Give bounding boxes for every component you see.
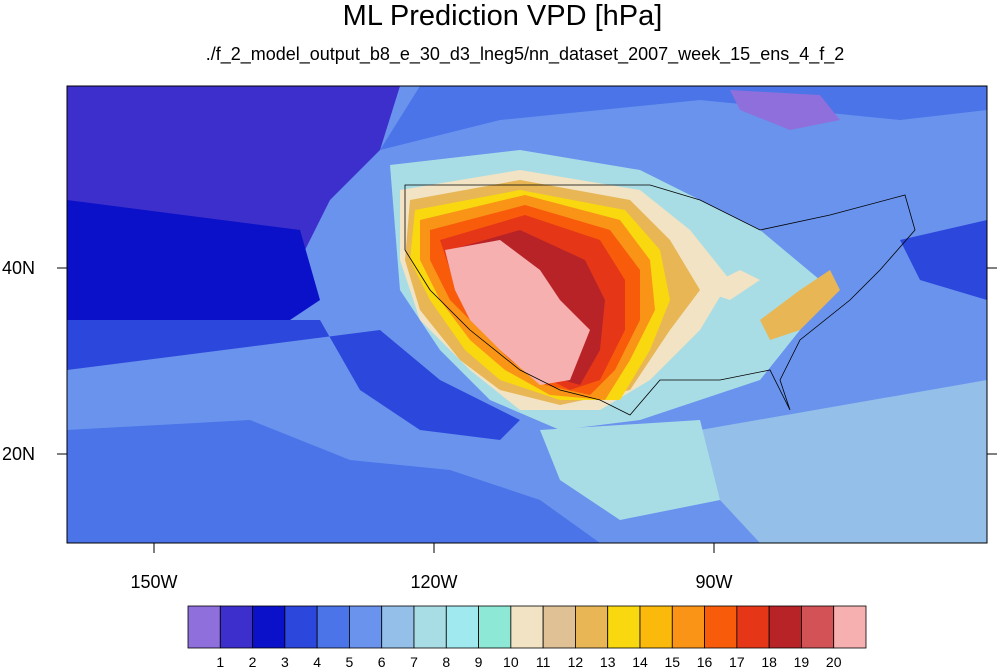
map-frame — [66, 85, 988, 544]
colorbar-box — [704, 605, 738, 649]
colorbar-box — [542, 605, 576, 649]
field-north-purple — [730, 90, 840, 130]
field-east-streak — [760, 270, 840, 340]
colorbar-box — [413, 605, 447, 649]
lon-label-90w: 90W — [695, 572, 733, 592]
colorbar-box — [316, 605, 350, 649]
colorbar-label: 2 — [248, 654, 257, 670]
colorbar-label: 15 — [664, 654, 681, 670]
colorbar-box — [575, 605, 609, 649]
colorbar-box — [801, 605, 835, 649]
colorbar-box — [736, 605, 770, 649]
colorbar-box — [445, 605, 479, 649]
colorbar-label: 1 — [216, 654, 225, 670]
lon-label-150w: 150W — [130, 572, 178, 592]
field-subtropic — [67, 420, 600, 543]
field-us-20 — [445, 240, 590, 385]
colorbar-label: 3 — [280, 654, 289, 670]
colorbar-label: 13 — [599, 654, 616, 670]
us-outline — [404, 184, 916, 416]
colorbar-box — [478, 605, 512, 649]
field-north — [380, 86, 987, 150]
colorbar-box — [219, 605, 253, 649]
colorbar-box — [284, 605, 318, 649]
colorbar-label: 16 — [696, 654, 713, 670]
colorbar-label: 20 — [825, 654, 842, 670]
colorbar-label: 17 — [729, 654, 745, 670]
colorbar-label: 7 — [410, 654, 418, 670]
lat-label-40n: 40N — [2, 258, 36, 278]
lat-label-20n: 20N — [2, 444, 36, 464]
colorbar-label: 8 — [442, 654, 451, 670]
lon-label-120w: 120W — [410, 572, 458, 592]
colorbar-box — [381, 605, 415, 649]
colorbar-box — [187, 605, 221, 649]
colorbar-box — [768, 605, 802, 649]
map-title: ML Prediction VPD [hPa] — [342, 0, 663, 32]
colorbar-label: 18 — [761, 654, 777, 670]
colorbar-label: 11 — [535, 654, 551, 670]
colorbar-label: 5 — [345, 654, 354, 670]
colorbar-label: 10 — [503, 654, 519, 670]
field-caribbean — [700, 380, 987, 543]
map-ticks — [57, 267, 997, 553]
map-subtitle: ./f_2_model_output_b8_e_30_d3_lneg5/nn_d… — [205, 44, 845, 64]
colorbar-box — [252, 605, 286, 649]
field-pacific-mid — [67, 320, 520, 440]
colorbar — [187, 605, 867, 649]
colorbar-label: 12 — [567, 654, 584, 670]
colorbar-box — [607, 605, 641, 649]
colorbar-box — [510, 605, 544, 649]
colorbar-label: 14 — [632, 654, 648, 670]
field-atlantic — [900, 220, 987, 300]
colorbar-label: 4 — [313, 654, 322, 670]
field-gulf — [540, 420, 720, 520]
colorbar-box — [349, 605, 383, 649]
colorbar-box — [639, 605, 673, 649]
colorbar-label: 19 — [793, 654, 810, 670]
colorbar-box — [671, 605, 705, 649]
field-pacific-core — [67, 200, 320, 340]
colorbar-label: 9 — [474, 654, 483, 670]
colorbar-label: 6 — [377, 654, 386, 670]
map-field — [67, 86, 987, 543]
field-east-streak2 — [700, 270, 760, 300]
colorbar-box — [833, 605, 867, 649]
